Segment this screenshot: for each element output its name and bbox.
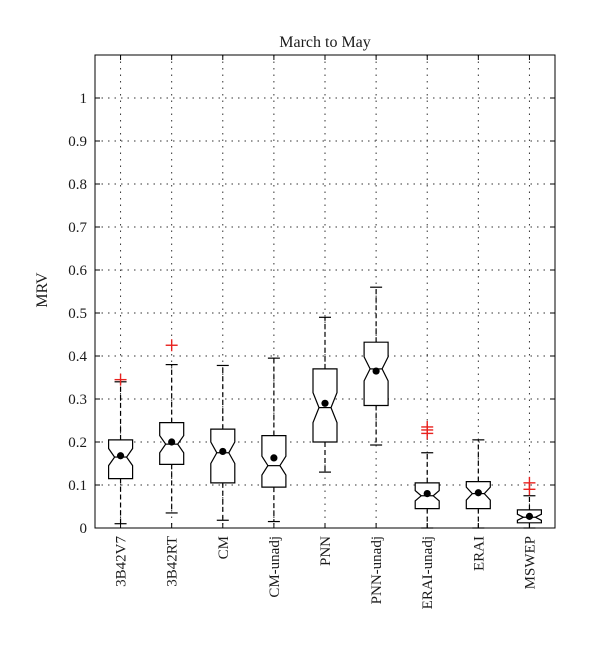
y-tick-label: 0.5 [68, 306, 87, 322]
box-cm-unadj [261, 357, 287, 523]
y-tick-label: 0.2 [68, 435, 87, 451]
x-tick-label: ERAI-unadj [420, 536, 436, 609]
y-tick-label: 0.7 [68, 220, 87, 236]
y-tick-label: 0.9 [68, 134, 87, 150]
x-tick-label: 3B42RT [165, 536, 181, 587]
y-tick-label: 0.8 [68, 177, 87, 193]
mean-marker [525, 512, 534, 520]
mean-marker [116, 452, 125, 460]
outlier-marker [114, 373, 127, 386]
box-erai [465, 439, 491, 529]
y-tick-label: 0.3 [68, 392, 87, 408]
outlier-marker [523, 476, 536, 489]
chart-title: March to May [279, 34, 371, 51]
box-pnn-unadj [363, 286, 389, 446]
mean-marker [270, 454, 278, 462]
x-tick-label: CM-unadj [267, 536, 283, 598]
mean-marker [372, 367, 380, 375]
mean-marker [423, 490, 431, 498]
box-pnn [312, 316, 338, 473]
outlier-marker [165, 339, 178, 352]
y-axis-label: MRV [34, 272, 51, 308]
box-mswep [516, 476, 543, 529]
y-tick-label: 0.4 [68, 349, 87, 365]
box-cm [210, 364, 236, 521]
mean-marker [321, 399, 329, 407]
x-tick-label: PNN-unadj [369, 536, 385, 604]
x-tick-label: MSWEP [522, 536, 538, 589]
x-tick-label: PNN [318, 536, 334, 566]
mean-marker [219, 447, 227, 456]
x-tick-label: CM [216, 536, 232, 559]
x-tick-label: ERAI [471, 536, 487, 571]
box-3b42v7 [107, 373, 134, 525]
plot-area-border [94, 54, 556, 529]
y-tick-label: 1 [80, 91, 88, 107]
y-tick-label: 0.1 [68, 478, 87, 494]
mean-marker [474, 489, 482, 497]
y-axis-ticks: 0 0.1 0.2 0.3 0.4 0.5 0.6 0.7 0.8 0.9 1 [68, 91, 555, 537]
outlier-marker [421, 420, 434, 433]
box-body [210, 428, 236, 484]
grid-lines [95, 55, 555, 528]
box-series [107, 286, 543, 529]
mean-marker [168, 438, 176, 446]
box-erai-unadj [414, 420, 440, 529]
x-tick-label: 3B42V7 [114, 536, 130, 587]
x-axis-ticks: 3B42V7 3B42RT CM CM-unadj PNN PNN-unadj ERAI-u… [114, 55, 538, 609]
box-3b42rt [159, 339, 185, 514]
y-tick-label: 0.6 [68, 263, 87, 279]
y-tick-label: 0 [80, 521, 88, 537]
